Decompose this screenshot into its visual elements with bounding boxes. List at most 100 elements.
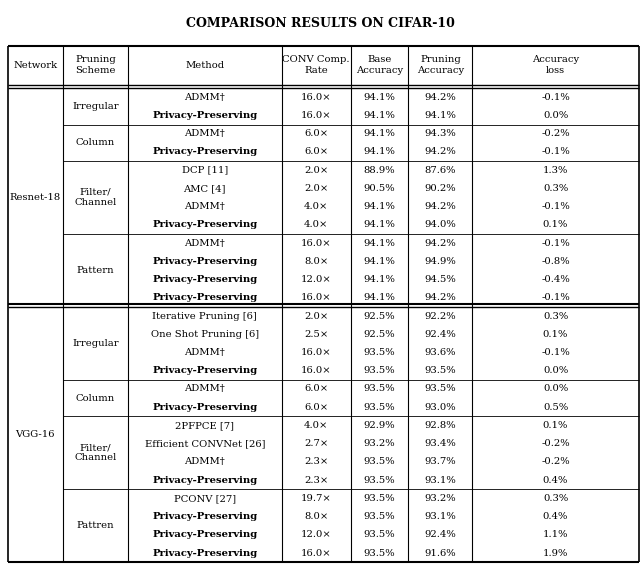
Text: Resnet-18: Resnet-18 [10,193,61,202]
Text: 0.4%: 0.4% [543,476,568,485]
Text: 94.1%: 94.1% [364,93,396,102]
Text: 93.1%: 93.1% [424,476,456,485]
Text: 93.4%: 93.4% [424,439,456,448]
Text: 94.2%: 94.2% [424,147,456,156]
Text: 94.1%: 94.1% [364,111,396,120]
Text: 0.0%: 0.0% [543,111,568,120]
Text: 92.4%: 92.4% [424,530,456,539]
Text: 94.1%: 94.1% [364,257,396,266]
Text: 19.7×: 19.7× [301,494,332,503]
Text: 93.5%: 93.5% [364,494,396,503]
Text: -0.1%: -0.1% [541,202,570,211]
Text: Privacy-Preserving: Privacy-Preserving [152,403,257,412]
Text: VGG-16: VGG-16 [15,430,55,439]
Text: Privacy-Preserving: Privacy-Preserving [152,147,257,156]
Text: 94.0%: 94.0% [424,220,456,229]
Text: 1.1%: 1.1% [543,530,568,539]
Text: 4.0×: 4.0× [304,202,328,211]
Text: 92.5%: 92.5% [364,330,396,339]
Text: 94.2%: 94.2% [424,93,456,102]
Text: 0.1%: 0.1% [543,220,568,229]
Text: DCP [11]: DCP [11] [182,166,228,175]
Text: -0.1%: -0.1% [541,93,570,102]
Text: 93.6%: 93.6% [424,348,456,357]
Text: Filter/
Channel: Filter/ Channel [74,188,116,207]
Text: 0.1%: 0.1% [543,421,568,430]
Text: 93.1%: 93.1% [424,512,456,521]
Text: 16.0×: 16.0× [301,366,332,376]
Text: 0.1%: 0.1% [543,330,568,339]
Text: 93.7%: 93.7% [424,457,456,467]
Text: Iterative Pruning [6]: Iterative Pruning [6] [152,312,257,320]
Text: 94.3%: 94.3% [424,129,456,138]
Text: 92.5%: 92.5% [364,312,396,320]
Text: -0.1%: -0.1% [541,238,570,248]
Text: Method: Method [185,61,225,70]
Text: 93.5%: 93.5% [364,385,396,394]
Text: Privacy-Preserving: Privacy-Preserving [152,549,257,558]
Text: Privacy-Preserving: Privacy-Preserving [152,294,257,302]
Text: 12.0×: 12.0× [301,530,332,539]
Text: 94.1%: 94.1% [364,220,396,229]
Text: 93.5%: 93.5% [364,457,396,467]
Text: 90.2%: 90.2% [424,184,456,193]
Text: 4.0×: 4.0× [304,421,328,430]
Text: 93.5%: 93.5% [364,476,396,485]
Text: 1.9%: 1.9% [543,549,568,558]
Text: ADMM†: ADMM† [184,93,225,102]
Text: 92.4%: 92.4% [424,330,456,339]
Text: Privacy-Preserving: Privacy-Preserving [152,220,257,229]
Text: Privacy-Preserving: Privacy-Preserving [152,366,257,376]
Text: 16.0×: 16.0× [301,238,332,248]
Text: -0.2%: -0.2% [541,439,570,448]
Text: COMPARISON RESULTS ON CIFAR-10: COMPARISON RESULTS ON CIFAR-10 [186,17,454,30]
Text: Privacy-Preserving: Privacy-Preserving [152,275,257,284]
Text: 1.3%: 1.3% [543,166,568,175]
Text: 94.1%: 94.1% [424,111,456,120]
Text: Pruning
Accuracy: Pruning Accuracy [417,55,464,76]
Text: 94.1%: 94.1% [364,238,396,248]
Text: Privacy-Preserving: Privacy-Preserving [152,257,257,266]
Text: 8.0×: 8.0× [304,512,328,521]
Text: 16.0×: 16.0× [301,294,332,302]
Text: 93.5%: 93.5% [364,366,396,376]
Text: 94.1%: 94.1% [364,147,396,156]
Text: 2.3×: 2.3× [304,457,328,467]
Text: 2.5×: 2.5× [304,330,328,339]
Text: 90.5%: 90.5% [364,184,396,193]
Text: Pruning
Scheme: Pruning Scheme [75,55,116,76]
Text: CONV Comp.
Rate: CONV Comp. Rate [282,55,350,76]
Text: ADMM†: ADMM† [184,129,225,138]
Text: 94.1%: 94.1% [364,275,396,284]
Text: 2PFPCE [7]: 2PFPCE [7] [175,421,234,430]
Text: 2.3×: 2.3× [304,476,328,485]
Text: 94.2%: 94.2% [424,294,456,302]
Text: 93.2%: 93.2% [364,439,396,448]
Text: 93.5%: 93.5% [364,403,396,412]
Text: 92.2%: 92.2% [424,312,456,320]
Text: 87.6%: 87.6% [424,166,456,175]
Text: 2.0×: 2.0× [304,184,328,193]
Text: 0.5%: 0.5% [543,403,568,412]
Text: 94.1%: 94.1% [364,202,396,211]
Text: Column: Column [76,138,115,147]
Text: 6.0×: 6.0× [304,403,328,412]
Text: Pattern: Pattern [77,266,114,275]
Text: 0.3%: 0.3% [543,312,568,320]
Text: -0.1%: -0.1% [541,147,570,156]
Text: 6.0×: 6.0× [304,147,328,156]
Text: Base
Accuracy: Base Accuracy [356,55,403,76]
Text: 93.5%: 93.5% [364,549,396,558]
Text: Privacy-Preserving: Privacy-Preserving [152,512,257,521]
Text: 16.0×: 16.0× [301,111,332,120]
Text: Column: Column [76,394,115,403]
Text: Privacy-Preserving: Privacy-Preserving [152,530,257,539]
Text: 93.5%: 93.5% [364,530,396,539]
Text: 12.0×: 12.0× [301,275,332,284]
Text: 8.0×: 8.0× [304,257,328,266]
Text: 6.0×: 6.0× [304,129,328,138]
Text: 0.3%: 0.3% [543,184,568,193]
Text: 0.4%: 0.4% [543,512,568,521]
Text: Privacy-Preserving: Privacy-Preserving [152,476,257,485]
Text: Efficient CONVNet [26]: Efficient CONVNet [26] [145,439,265,448]
